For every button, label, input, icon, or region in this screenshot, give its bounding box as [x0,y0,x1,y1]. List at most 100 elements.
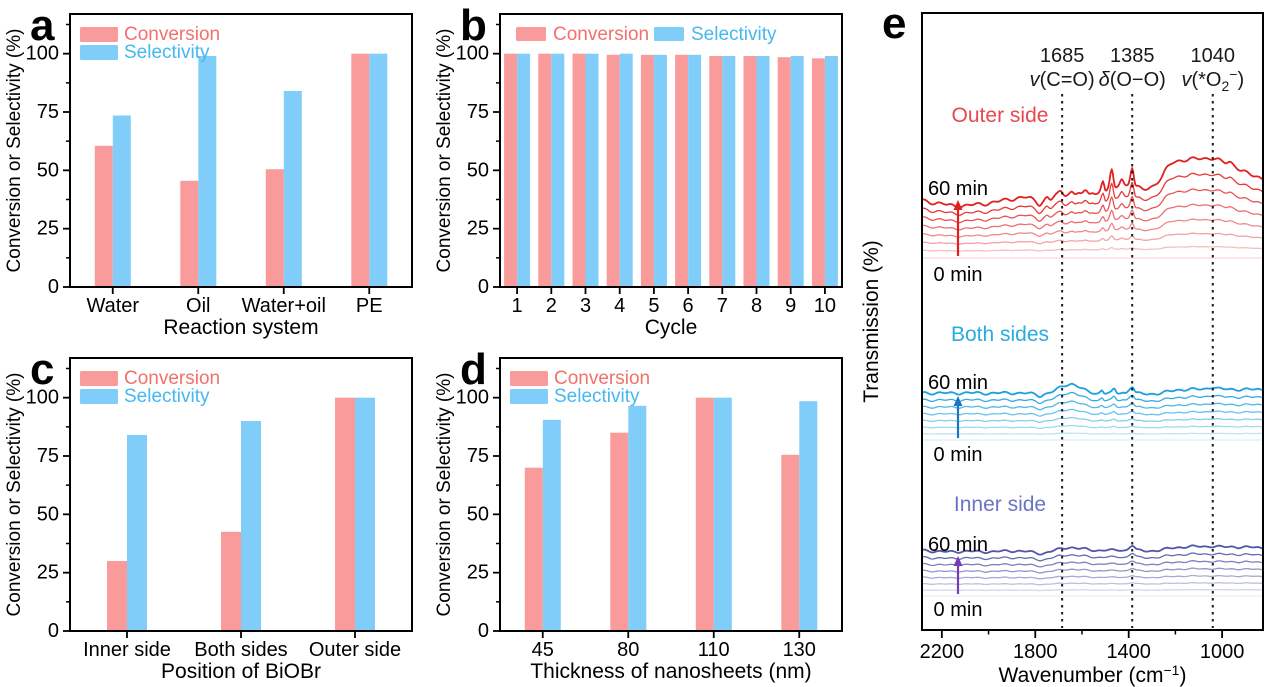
group-label-both-sides: Both sides [951,323,1049,346]
x-tick-label: PE [356,295,383,317]
bar-conversion-80 [610,432,629,631]
spectrum-curve-both-sides-3 [921,416,1264,423]
y-tick-label: 50 [467,503,489,525]
y-axis-title: Transmission (%) [860,240,883,403]
x-tick-label: 9 [785,295,796,317]
x-tick-label: 1400 [1106,641,1151,663]
bar-conversion-Both sides [221,531,241,631]
legend-swatch-conversion [510,371,548,386]
spectrum-curve-both-sides-2 [921,424,1264,430]
legend-label-selectivity: Selectivity [124,42,210,63]
bar-conversion-8 [743,56,757,287]
annotation-mode-1385: δ(O−O) [1099,69,1166,91]
bar-conversion-130 [781,454,800,631]
mode-symbol: v [1030,69,1041,91]
mode-text: 2 [1221,78,1229,94]
y-tick-label: 50 [37,503,59,525]
plot-frame [499,13,843,288]
bar-selectivity-Inner side [127,435,147,631]
bar-selectivity-2 [551,53,565,288]
x-tick-label: 2 [546,295,557,317]
bar-selectivity-6 [688,54,702,287]
y-tick-label: 25 [37,218,59,240]
x-tick-label: Water [86,295,139,317]
spectrum-curve-both-sides-4 [921,408,1264,417]
mode-symbol: v [1181,69,1192,91]
legend-label-conversion: Conversion [554,368,650,389]
legend-swatch-conversion [516,27,546,41]
y-tick-label: 75 [467,101,489,123]
spectrum-curve-inner-side-5 [921,559,1264,568]
panel-letter-c: c [30,345,54,394]
x-tick-label: 4 [614,295,625,317]
y-axis-title: Conversion or Selectivity (%) [4,29,25,273]
bar-conversion-PE [351,53,370,288]
legend-label-selectivity: Selectivity [554,386,640,407]
spectrum-curve-both-sides-7 [921,382,1264,399]
y-tick-label: 100 [456,43,489,65]
spectrum-curve-inner-side-3 [921,574,1264,580]
legend-swatch-selectivity [80,389,118,404]
bar-selectivity-1 [517,53,531,288]
x-tick-label: 7 [717,295,728,317]
x-axis-title: Wavenumber (cm−1) [999,662,1187,687]
time-arrow-head-icon [953,200,963,210]
bar-selectivity-8 [756,56,770,287]
plot-frame [921,12,1264,631]
bar-conversion-1 [504,53,518,288]
y-tick-label: 25 [467,218,489,240]
x-tick-label: 2200 [920,641,965,663]
y-tick-label: 100 [26,387,59,409]
chart-a-svg: 0 25 50 75 100 Water Oil Water+oil PE Reaction sy… [4,1,413,339]
bar-conversion-45 [524,467,543,631]
annotation-wavenumber-1040: 1040 [1191,45,1236,67]
x-tick-label: 80 [617,639,639,661]
x-tick-label: 3 [580,295,591,317]
spectrum-curve-inner-side-1 [921,588,1264,592]
spectrum-curve-outer-side-5 [921,188,1264,224]
panel-e-ftir-spectra: Outer side 60 min 0 min Both sides 60 min 0 m… [860,0,1269,687]
mode-text: ) [1237,69,1244,91]
panel-letter-d: d [460,345,487,394]
spectrum-curve-outer-side-1 [922,245,1264,252]
x-axis-title: Thickness of nanosheets (nm) [530,660,811,683]
mode-symbol: δ [1099,69,1111,91]
spectrum-curve-outer-side-3 [921,218,1264,238]
x-tick-label: Outer side [309,639,401,661]
x-title-suffix: ) [1179,664,1186,687]
time-label-60min: 60 min [928,178,988,200]
panel-letter-a: a [30,1,55,50]
legend-label-conversion: Conversion [124,368,220,389]
spectrum-curve-inner-side-7 [921,544,1264,556]
bar-selectivity-5 [653,54,667,287]
legend-label-selectivity: Selectivity [691,24,777,45]
legend-swatch-selectivity [80,45,118,60]
x-tick-label: 5 [648,295,659,317]
bar-conversion-Inner side [107,561,127,631]
legend-label-selectivity: Selectivity [124,386,210,407]
bar-selectivity-Oil [198,56,217,287]
x-tick-label: 1800 [1013,641,1057,663]
panel-c-bar-chart-biobr-position: 0 25 50 75 100 Inner side Both sides Outer side… [0,344,430,687]
plot-frame [499,357,843,632]
x-tick-label: 110 [698,639,730,661]
bar-selectivity-110 [713,397,732,631]
x-tick-label: Inner side [83,639,171,661]
spectrum-curve-both-sides-6 [921,391,1264,405]
x-tick-label: Both sides [194,639,287,661]
group-label-outer-side: Outer side [952,104,1049,127]
x-tick-label: 1 [512,295,523,317]
bar-conversion-9 [777,57,791,288]
bar-conversion-10 [811,58,825,287]
plot-frame [69,13,413,288]
x-tick-label: Water+oil [242,295,326,317]
y-axis-title: Conversion or Selectivity (%) [434,373,455,617]
y-axis-title: Conversion or Selectivity (%) [4,373,25,617]
x-title-prefix: Wavenumber (cm [999,664,1164,687]
x-title-superscript: −1 [1163,662,1179,678]
bar-conversion-6 [675,54,689,287]
y-tick-label: 50 [37,159,59,181]
mode-text: (C=O) [1040,69,1095,91]
x-tick-label: 130 [783,639,816,661]
